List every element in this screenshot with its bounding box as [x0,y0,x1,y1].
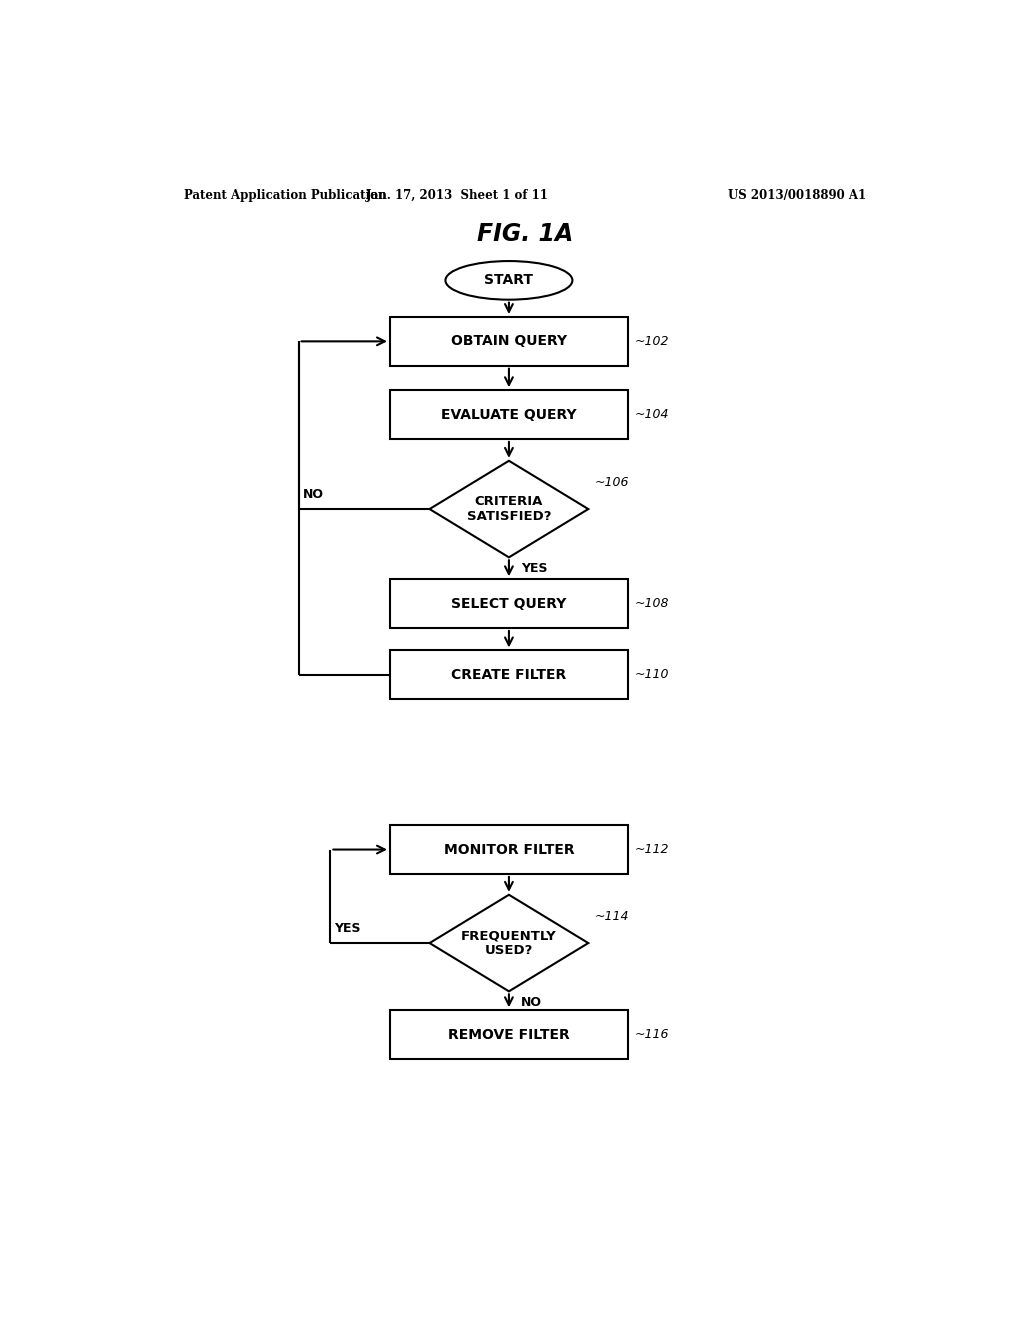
Polygon shape [430,461,588,557]
Text: Patent Application Publication: Patent Application Publication [183,189,386,202]
Text: REMOVE FILTER: REMOVE FILTER [449,1027,569,1041]
Text: NO: NO [521,997,542,1010]
Text: MONITOR FILTER: MONITOR FILTER [443,842,574,857]
FancyBboxPatch shape [390,825,628,874]
Text: FREQUENTLY
USED?: FREQUENTLY USED? [461,929,557,957]
FancyBboxPatch shape [390,391,628,440]
Text: CRITERIA
SATISFIED?: CRITERIA SATISFIED? [467,495,551,523]
Text: Jan. 17, 2013  Sheet 1 of 11: Jan. 17, 2013 Sheet 1 of 11 [366,189,549,202]
Text: ~114: ~114 [595,909,629,923]
FancyBboxPatch shape [390,579,628,628]
Ellipse shape [445,261,572,300]
Text: ~112: ~112 [634,843,669,857]
FancyBboxPatch shape [390,317,628,366]
Text: ~106: ~106 [595,475,629,488]
FancyBboxPatch shape [390,1010,628,1059]
Text: CREATE FILTER: CREATE FILTER [452,668,566,681]
Text: YES: YES [334,921,360,935]
Text: US 2013/0018890 A1: US 2013/0018890 A1 [728,189,866,202]
Text: START: START [484,273,534,288]
Text: ~110: ~110 [634,668,669,681]
Text: ~102: ~102 [634,335,669,348]
Text: EVALUATE QUERY: EVALUATE QUERY [441,408,577,421]
Text: ~108: ~108 [634,597,669,610]
Text: ~116: ~116 [634,1028,669,1041]
Text: FIG. 1A: FIG. 1A [477,223,572,247]
FancyBboxPatch shape [390,651,628,700]
Text: ~104: ~104 [634,408,669,421]
Polygon shape [430,895,588,991]
Text: NO: NO [303,488,324,500]
Text: OBTAIN QUERY: OBTAIN QUERY [451,334,567,348]
Text: SELECT QUERY: SELECT QUERY [452,597,566,611]
Text: YES: YES [521,562,548,576]
